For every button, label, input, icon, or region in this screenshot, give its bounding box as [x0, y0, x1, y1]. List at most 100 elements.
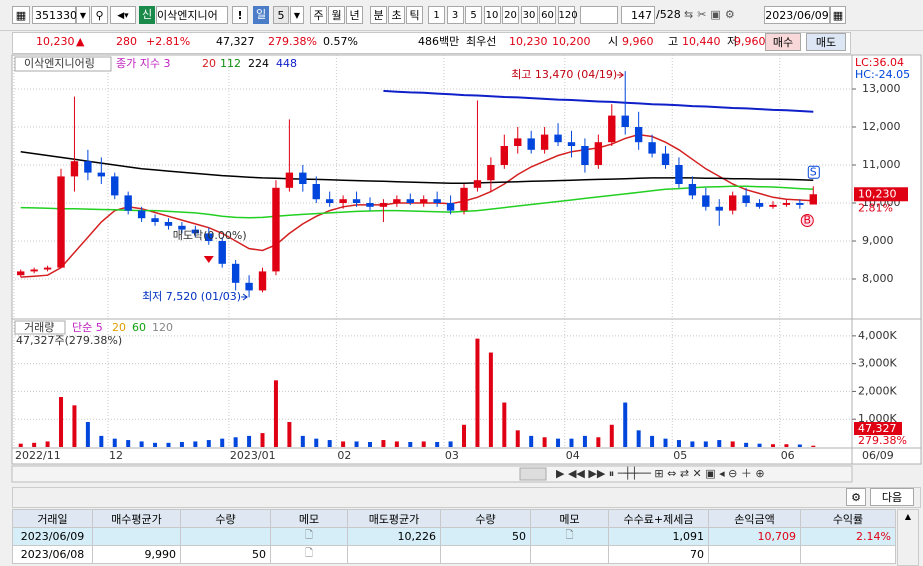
- candle-body: [43, 267, 52, 270]
- low-note: 최저 7,520 (01/03): [142, 290, 241, 303]
- date-input[interactable]: 2023/06/09: [764, 6, 830, 24]
- candle-body: [258, 271, 267, 291]
- memo-icon[interactable]: 🗋: [304, 548, 314, 559]
- candle-body: [702, 195, 710, 207]
- period-button[interactable]: 틱: [406, 6, 423, 24]
- interval-button[interactable]: 5: [465, 6, 482, 24]
- x-tick-label: 06: [781, 449, 795, 462]
- volume-bar: [596, 437, 601, 447]
- volume-bar: [784, 444, 789, 447]
- period-button[interactable]: 초: [388, 6, 405, 24]
- table-toolbar: [12, 487, 921, 508]
- volume-bar: [139, 441, 144, 447]
- interval-button[interactable]: 20: [502, 6, 519, 24]
- alert-button[interactable]: !: [232, 6, 248, 24]
- period-button[interactable]: 년: [346, 6, 363, 24]
- y-tick-label: 11,000: [862, 158, 901, 171]
- calendar-button[interactable]: ▦: [830, 6, 846, 24]
- interval-button[interactable]: 1: [428, 6, 445, 24]
- scroll-track[interactable]: [11, 465, 853, 483]
- y-tick-label: 2,000K: [858, 384, 897, 397]
- legend-box: [14, 320, 66, 335]
- interval-button[interactable]: 10: [483, 6, 501, 24]
- search-button[interactable]: ⚲: [91, 6, 108, 24]
- table-cell: [347, 545, 441, 564]
- ask: 10,230: [509, 35, 548, 48]
- chart-title: 이삭엔지니어링: [24, 57, 95, 70]
- memo-icon[interactable]: 🗋: [565, 530, 574, 541]
- volume-bar: [153, 442, 158, 447]
- candle-body: [634, 127, 643, 143]
- candle-body: [164, 222, 173, 226]
- code-input[interactable]: 351330: [32, 6, 77, 24]
- scroll-controls[interactable]: ▶ ◀◀ ▶▶ ⏸ ─┼┼── ⊞ ⇔ ⇄ ✕ ▣ ◂ ⊖ ＋ ⊕: [556, 466, 765, 480]
- memo-icon[interactable]: 🗋: [304, 530, 314, 541]
- last-volume-tag: [854, 422, 902, 435]
- volume-bar: [542, 437, 547, 447]
- menu-icon[interactable]: ▦: [12, 6, 30, 24]
- count-input[interactable]: 147: [621, 6, 655, 24]
- candle-body: [406, 199, 414, 204]
- legend-entry: 120: [152, 321, 173, 334]
- candle-body: [621, 115, 629, 128]
- period-button[interactable]: 일: [253, 6, 269, 24]
- volume-bar: [676, 440, 681, 447]
- candle-body: [393, 199, 401, 204]
- interval-button[interactable]: 120: [557, 6, 578, 24]
- sound-button[interactable]: ◀▾: [110, 6, 136, 24]
- volume-bar: [744, 442, 749, 447]
- legend-entry: 종가 지수 3: [116, 57, 170, 70]
- period-button[interactable]: 주: [310, 6, 327, 24]
- period-n[interactable]: 5: [273, 6, 289, 24]
- volume-bar: [569, 438, 574, 447]
- high-label: 고: [668, 35, 679, 48]
- high-note: 최고 13,470 (04/19): [511, 68, 617, 81]
- period-button[interactable]: 분: [370, 6, 387, 24]
- volume-bar: [193, 441, 198, 447]
- table-header: 거래일 매수평균가 수량 메모 매도평균가 수량 메모 수수료+제세금 손익금액 수익률: [12, 509, 896, 528]
- table-cell: 50: [180, 545, 271, 564]
- volume-bar: [45, 441, 50, 447]
- candle-body: [84, 161, 92, 173]
- volume-bar: [112, 438, 117, 447]
- candle-body: [648, 142, 656, 154]
- volume-bar: [488, 352, 493, 447]
- amount: 486백만: [418, 35, 460, 48]
- scrollbar[interactable]: ▶ ◀◀ ▶▶ ⏸ ─┼┼── ⊞ ⇔ ⇄ ✕ ▣ ◂ ⊖ ＋ ⊕: [11, 465, 853, 483]
- table-row[interactable]: 2023/06/08 9,990 50 🗋 70: [12, 545, 896, 564]
- interval-button[interactable]: 30: [520, 6, 538, 24]
- dropdown[interactable]: ▼: [290, 6, 304, 24]
- candle-body: [540, 134, 549, 150]
- combo[interactable]: [580, 6, 618, 24]
- volume-bar: [556, 438, 561, 447]
- settings-button[interactable]: ⚙: [846, 488, 866, 506]
- low-label: 저: [727, 35, 738, 48]
- interval-button[interactable]: 3: [446, 6, 464, 24]
- interval-button[interactable]: 60: [539, 6, 556, 24]
- scroll-thumb[interactable]: [519, 467, 547, 481]
- moving-average: [383, 89, 814, 113]
- volume-bar: [408, 441, 413, 447]
- volume-bar: [797, 444, 802, 447]
- dropdown[interactable]: ▼: [76, 6, 90, 24]
- table-cell: 2023/06/08: [12, 545, 93, 564]
- table-scrollbar[interactable]: ▲: [897, 509, 919, 566]
- candle-body: [594, 142, 603, 166]
- candle-body: [527, 138, 535, 150]
- volume-bar: [811, 445, 816, 447]
- moving-average: [20, 133, 814, 278]
- volume-bar: [650, 435, 655, 447]
- tool-icons[interactable]: ⇆✂▣⚙: [684, 8, 739, 21]
- volume-bar: [435, 441, 440, 447]
- table-cell: 9,990: [92, 545, 181, 564]
- buy-button[interactable]: 매수: [765, 33, 801, 51]
- volume-bar: [703, 441, 708, 447]
- candle-body: [124, 195, 132, 211]
- sell-button[interactable]: 매도: [806, 33, 846, 51]
- volume-bar: [623, 402, 628, 447]
- candle-body: [191, 229, 200, 234]
- candle-body: [151, 218, 159, 223]
- table-row[interactable]: 2023/06/09 🗋 10,226 50 🗋 1,091 10,709 2.14%: [12, 527, 896, 546]
- next-button[interactable]: 다음: [870, 488, 914, 506]
- period-button[interactable]: 월: [328, 6, 345, 24]
